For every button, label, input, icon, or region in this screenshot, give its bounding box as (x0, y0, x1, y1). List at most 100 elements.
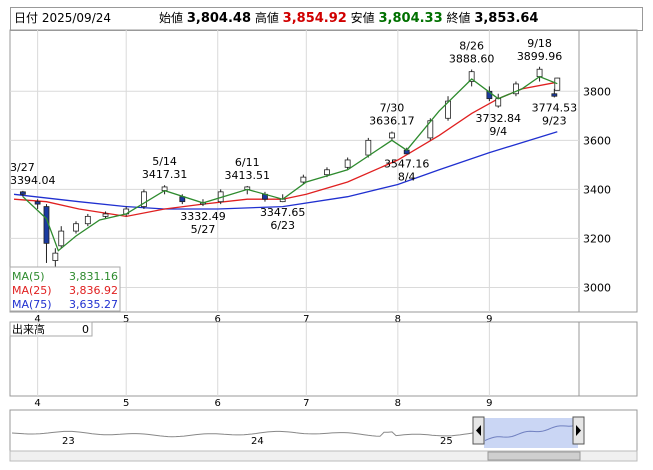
ma75-layer (13, 131, 558, 210)
annotation-value: 3413.51 (225, 169, 271, 182)
x-tick-label: 6 (215, 398, 221, 409)
ma5-label: MA(5) (12, 270, 45, 283)
x-tick-label: 4 (34, 398, 40, 409)
ma25-label: MA(25) (12, 284, 52, 297)
open-value: 3,804.48 (186, 11, 251, 26)
price-axis: 3000 3200 3400 3600 3800 (583, 85, 611, 294)
annotation-value: 3347.65 (260, 206, 306, 219)
y-tick-label: 3800 (583, 85, 611, 98)
y-tick-label: 3200 (583, 232, 611, 245)
candle-up (554, 77, 561, 91)
ma25-layer (13, 81, 558, 218)
left-arrow-icon (476, 425, 481, 436)
candle-up (344, 159, 351, 168)
low-value: 3,804.33 (378, 11, 443, 26)
annotation-value: 3774.53 (532, 102, 578, 115)
ma75-label: MA(75) (12, 298, 52, 311)
navigator-history-line (11, 430, 477, 438)
annotation-date: 7/30 (380, 101, 405, 114)
annotation-date: 3/27 (10, 161, 35, 174)
volume-panel-frame (9, 321, 638, 397)
right-arrow-icon (576, 425, 581, 436)
ma5-value: 3,831.16 (69, 270, 118, 283)
x-tick-label: 7 (303, 398, 309, 409)
annotation-value: 3332.49 (180, 210, 226, 223)
candle-down (486, 90, 493, 100)
date-readout: 日付 2025/09/24 (14, 8, 111, 28)
ohlc-values: 始値 3,804.48 高値 3,854.92 安値 3,804.33 終値 3… (159, 8, 538, 29)
candle-up (84, 215, 91, 225)
candle-up (468, 71, 475, 82)
close-label: 終値 (446, 11, 471, 25)
annotation-date: 9/23 (542, 115, 567, 128)
y-tick-label: 3000 (583, 281, 611, 294)
candles-layer (19, 66, 561, 276)
x-tick-label: 9 (486, 314, 492, 325)
candle-up (141, 191, 147, 207)
annotation-value: 3899.96 (517, 50, 563, 63)
x-tick-label: 7 (303, 314, 309, 325)
annotation-date: 9/4 (489, 125, 507, 138)
annotation-value: 3394.04 (10, 174, 56, 187)
ma75-value: 3,635.27 (69, 298, 118, 311)
annotation-date: 6/11 (235, 156, 260, 169)
candle-up (300, 176, 307, 183)
candle-up (73, 223, 79, 232)
candle-up (324, 169, 330, 176)
candle-up (536, 68, 543, 77)
annotation-value: 3417.31 (142, 168, 188, 181)
annotation-date: 8/4 (398, 170, 416, 183)
annotation-value: 3732.84 (475, 112, 521, 125)
candle-up (389, 132, 395, 139)
date-label: 日付 (14, 11, 39, 25)
navigator-year-23: 23 (62, 436, 75, 447)
date-axis-bottom: 4 5 6 7 8 9 (34, 398, 492, 409)
candle-up (445, 100, 451, 119)
annotation-value: 3888.60 (449, 53, 495, 66)
x-tick-label: 4 (34, 314, 40, 325)
low-label: 安値 (350, 11, 375, 25)
volume-value: 0 (82, 323, 89, 336)
volume-grid (37, 322, 490, 396)
candle-down (19, 191, 26, 195)
price-panel-frame (9, 29, 638, 313)
date-value: 2025/09/24 (41, 11, 112, 25)
annotation-date: 8/26 (459, 40, 484, 53)
ma5-layer (22, 75, 558, 252)
annotation-value: 3636.17 (369, 114, 415, 127)
high-value: 3,854.92 (282, 11, 347, 26)
navigator-year-24: 24 (251, 436, 264, 447)
candle-up (58, 230, 65, 247)
x-tick-label: 8 (395, 314, 401, 325)
date-axis-top: 4 5 6 7 8 9 (34, 314, 492, 325)
ma-legend-box (9, 266, 121, 312)
candle-down (551, 93, 558, 97)
navigator-selection-line (484, 425, 576, 441)
candle-up (495, 98, 502, 107)
y-tick-label: 3600 (583, 134, 611, 147)
navigator-selection[interactable] (484, 418, 578, 448)
grid (10, 30, 579, 312)
ohlc-header: 日付 2025/09/24 始値 3,804.48 高値 3,854.92 安値… (10, 7, 643, 31)
series-line-ma25 (13, 81, 558, 218)
scrollbar-track[interactable] (9, 450, 638, 462)
volume-label-box (9, 321, 93, 337)
x-tick-label: 5 (123, 398, 129, 409)
annotation-date: 5/27 (191, 223, 216, 236)
close-value: 3,853.64 (474, 11, 539, 26)
annotation-date: 6/23 (270, 219, 295, 232)
x-tick-label: 8 (395, 398, 401, 409)
volume-label: 出来高 (12, 322, 45, 336)
x-tick-label: 5 (123, 314, 129, 325)
scrollbar-thumb[interactable] (487, 451, 581, 461)
annotation-date: 5/14 (152, 155, 177, 168)
open-label: 始値 (159, 11, 184, 25)
x-tick-label: 9 (486, 398, 492, 409)
candle-up (52, 252, 59, 261)
annotation-date: 9/18 (527, 37, 552, 50)
high-label: 高値 (254, 11, 279, 25)
ma25-value: 3,836.92 (69, 284, 118, 297)
navigator-year-25: 25 (440, 436, 453, 447)
